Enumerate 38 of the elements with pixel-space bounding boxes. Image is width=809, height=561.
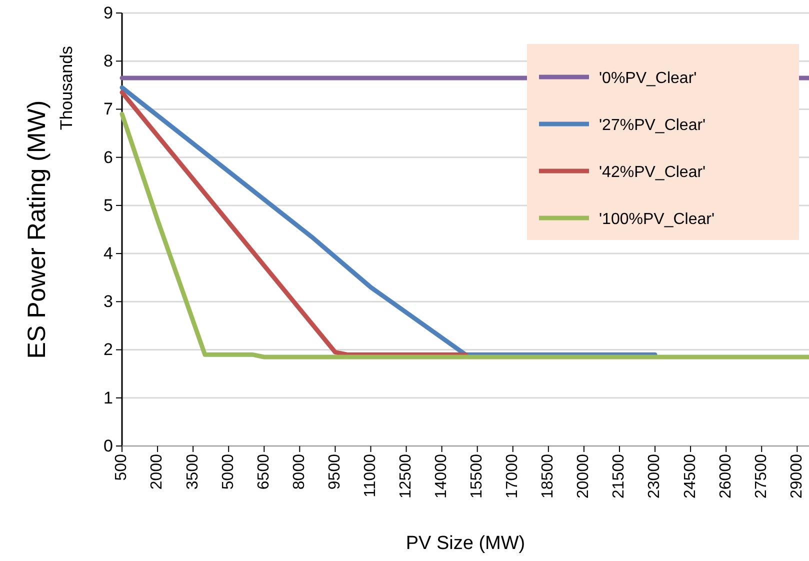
- x-tick-label: 5000: [220, 454, 237, 490]
- x-tick-label: 11000: [362, 454, 379, 498]
- legend-label: '27%PV_Clear': [599, 117, 706, 134]
- y-tick-label: 4: [104, 244, 113, 263]
- x-tick-label: 500: [113, 454, 130, 481]
- legend-label: '0%PV_Clear': [599, 70, 697, 87]
- x-tick-label: 14000: [433, 454, 450, 498]
- x-tick-label: 26000: [717, 454, 734, 498]
- x-tick-label: 2000: [148, 454, 166, 490]
- y-tick-label: 3: [104, 292, 113, 312]
- x-tick-label: 12500: [397, 454, 414, 498]
- x-tick-label: 9500: [326, 454, 344, 490]
- x-tick-label: 18500: [540, 454, 557, 498]
- y-tick-label: 2: [104, 340, 113, 360]
- line-series: [120, 112, 809, 360]
- x-tick-label: 27500: [752, 454, 770, 498]
- x-tick-label: 21500: [610, 454, 628, 498]
- x-tick-label: 24500: [682, 454, 699, 498]
- y-axis-title: ES Power Rating (MW): [23, 100, 51, 359]
- x-tick-label: 8000: [290, 454, 308, 490]
- y-tick-label: 9: [104, 3, 113, 22]
- x-tick-label: 17000: [504, 454, 522, 498]
- y-tick-label: 8: [104, 52, 113, 71]
- x-tick-label: 15500: [468, 454, 486, 498]
- x-tick-label: 20000: [575, 454, 592, 498]
- y-tick-label: 6: [104, 148, 113, 167]
- text: Thousands: [57, 46, 76, 130]
- x-tick-label: 29000: [788, 454, 806, 498]
- x-axis-title: PV Size (MW): [406, 533, 526, 554]
- y-tick-label: 5: [104, 196, 113, 215]
- x-tick-label: 3500: [184, 454, 202, 490]
- y-tick-label: 0: [104, 436, 113, 456]
- x-tick-label: 6500: [255, 454, 272, 490]
- legend-label: '42%PV_Clear': [599, 164, 706, 181]
- y-tick-label: 1: [104, 388, 113, 408]
- y-tick-label: 7: [104, 100, 113, 119]
- legend-label: '100%PV_Clear': [599, 211, 715, 228]
- x-tick-label: 23000: [646, 454, 664, 498]
